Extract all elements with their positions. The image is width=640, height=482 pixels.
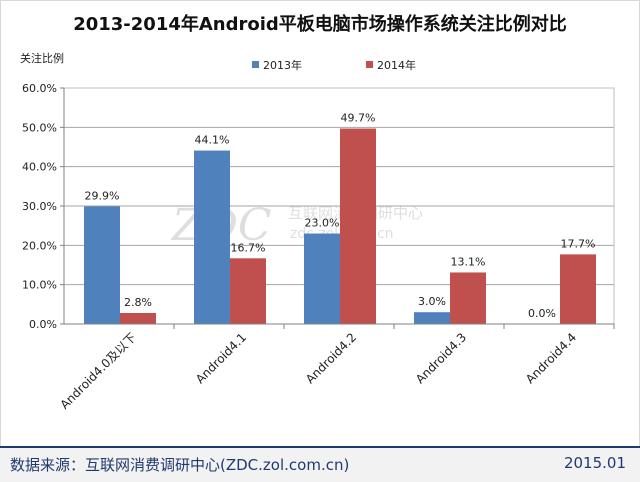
bar-2014-4 (560, 254, 596, 324)
y-tick-label: 30.0% (22, 200, 57, 213)
x-tick-label: Android4.3 (413, 330, 469, 386)
y-tick-label: 0.0% (29, 318, 57, 331)
bar-2013-2 (304, 233, 340, 324)
y-tick-label: 40.0% (22, 161, 57, 174)
bar-2014-3 (450, 272, 486, 324)
legend-swatch-2014 (366, 61, 373, 68)
report-date: 2015.01 (563, 454, 626, 472)
bar-2013-1 (194, 150, 230, 324)
bar-2014-2 (340, 128, 376, 324)
data-source: 数据来源：互联网消费调研中心(ZDC.zol.com.cn) (10, 456, 350, 474)
x-tick-label: Android4.2 (303, 330, 359, 386)
bar-2014-1 (230, 258, 266, 324)
y-tick-label: 50.0% (22, 121, 57, 134)
legend-label-2013: 2013年 (263, 58, 302, 72)
data-label: 23.0% (305, 217, 340, 230)
x-tick-label: Android4.1 (193, 330, 249, 386)
bar-2013-3 (414, 312, 450, 324)
footer-bar: 数据来源：互联网消费调研中心(ZDC.zol.com.cn) 2015.01 (0, 446, 640, 482)
data-label: 13.1% (451, 255, 486, 268)
y-axis-label: 关注比例 (20, 51, 64, 65)
y-tick-label: 20.0% (22, 239, 57, 252)
bar-2014-0 (120, 312, 156, 324)
data-label: 0.0% (528, 307, 556, 320)
legend-swatch-2013 (252, 61, 259, 68)
data-label: 16.7% (231, 241, 266, 254)
y-tick-label: 10.0% (22, 279, 57, 292)
data-label: 29.9% (85, 189, 120, 202)
x-tick-label: Android4.4 (523, 330, 579, 386)
legend-label-2014: 2014年 (377, 58, 416, 72)
bar-chart: ZDC 互联网消费调研中心 zdc.zol.com.cn 29.9%2.8%44… (20, 51, 615, 412)
data-label: 3.0% (418, 295, 446, 308)
data-label: 44.1% (195, 134, 230, 147)
y-tick-label: 60.0% (22, 82, 57, 95)
data-label: 2.8% (124, 296, 152, 309)
bar-2013-0 (84, 206, 120, 324)
chart-title: 2013-2014年Android平板电脑市场操作系统关注比例对比 (73, 14, 567, 35)
data-label: 17.7% (561, 237, 596, 250)
x-tick-label: Android4.0及以下 (57, 330, 139, 412)
data-label: 49.7% (341, 112, 376, 125)
